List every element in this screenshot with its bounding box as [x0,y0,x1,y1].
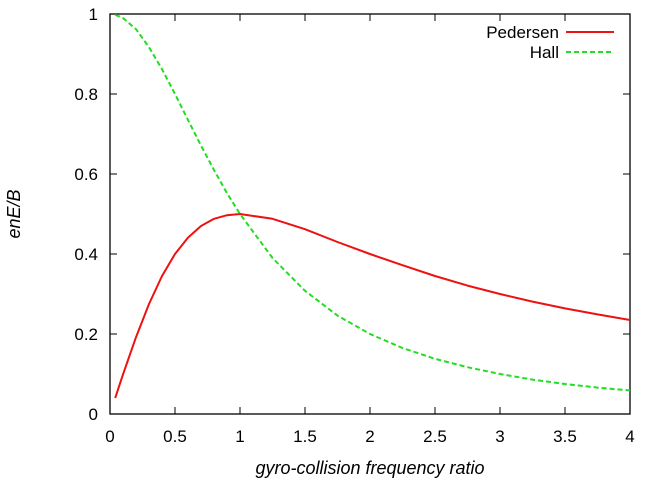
x-tick-labels: 0 0.5 1 1.5 2 2.5 3 3.5 4 [105,427,634,446]
series-layer [114,13,631,399]
y-tick-label: 0.8 [74,85,98,104]
x-tick-label: 3 [495,427,504,446]
axis-ticks [109,13,631,415]
legend-label-hall: Hall [530,43,559,62]
x-tick-label: 1.5 [293,427,317,446]
y-tick-label: 0.4 [74,245,98,264]
x-tick-label: 3.5 [553,427,577,446]
series-line-pedersen [114,213,631,399]
series-line-hall [114,13,631,392]
y-tick-label: 1 [89,5,98,24]
x-tick-label: 4 [625,427,634,446]
x-tick-label: 1 [235,427,244,446]
x-tick-label: 2 [365,427,374,446]
legend-label-pedersen: Pedersen [486,23,559,42]
x-tick-label: 0.5 [163,427,187,446]
y-tick-labels: 0 0.2 0.4 0.6 0.8 1 [74,5,98,424]
y-tick-label: 0.6 [74,165,98,184]
x-tick-label: 2.5 [423,427,447,446]
y-tick-label: 0.2 [74,325,98,344]
x-axis-title: gyro-collision frequency ratio [255,458,484,478]
y-axis-title: enE/B [4,189,24,238]
x-tick-label: 0 [105,427,114,446]
plot-frame [109,13,631,415]
legend: Pedersen Hall [486,23,614,62]
y-tick-label: 0 [89,405,98,424]
